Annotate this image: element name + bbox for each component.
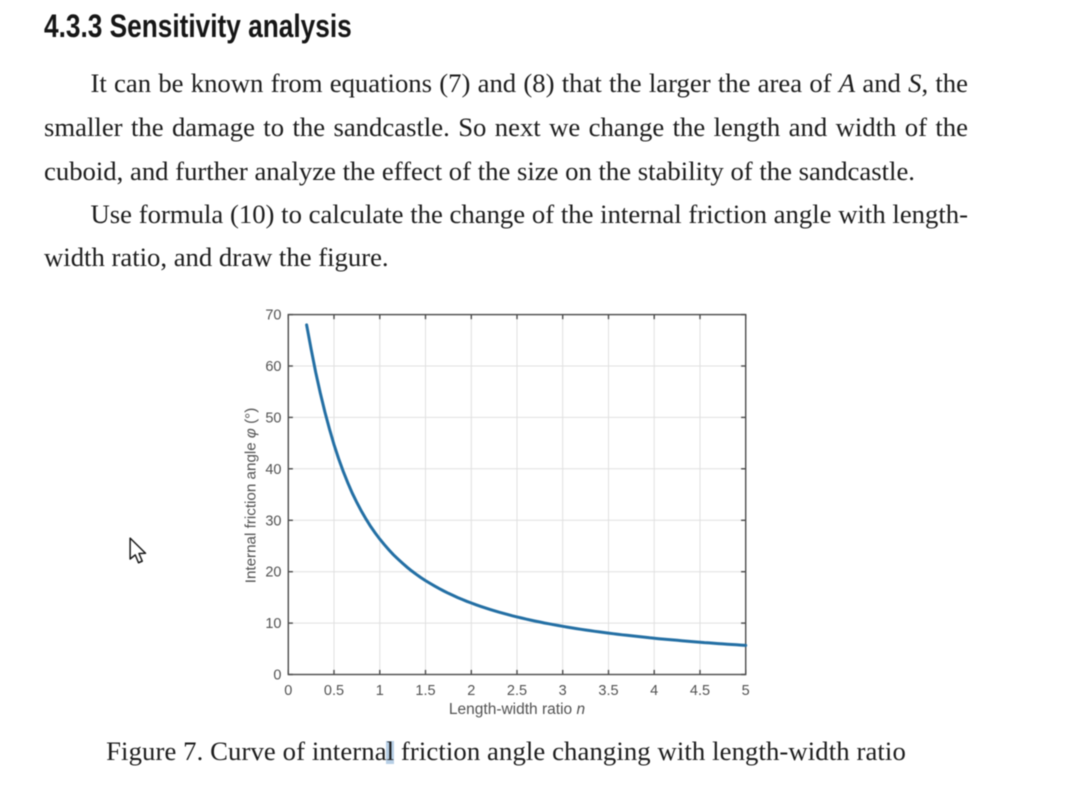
svg-text:1.5: 1.5 [415,683,435,699]
svg-text:Internal friction angle φ (°): Internal friction angle φ (°) [243,408,260,584]
svg-text:40: 40 [265,462,281,478]
svg-text:0: 0 [273,668,281,684]
svg-text:60: 60 [265,359,281,375]
svg-text:4: 4 [650,683,658,699]
svg-text:2.5: 2.5 [507,683,527,699]
svg-text:0.5: 0.5 [324,683,344,699]
svg-text:70: 70 [265,308,281,324]
svg-text:0: 0 [284,683,292,699]
svg-text:Length-width ratio n: Length-width ratio n [449,701,585,718]
svg-text:5: 5 [742,683,750,699]
svg-text:4.5: 4.5 [690,683,710,699]
svg-text:1: 1 [376,683,384,699]
svg-text:10: 10 [265,616,281,632]
svg-text:2: 2 [467,683,475,699]
svg-text:3.5: 3.5 [598,683,618,699]
svg-text:50: 50 [265,410,281,426]
svg-text:20: 20 [265,565,281,581]
svg-text:3: 3 [559,683,567,699]
svg-text:30: 30 [265,513,281,529]
